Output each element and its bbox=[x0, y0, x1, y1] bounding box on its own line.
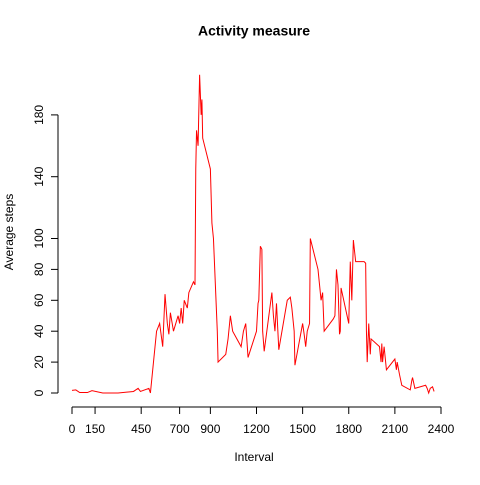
x-tick-label: 2100 bbox=[382, 422, 409, 436]
y-tick-label: 100 bbox=[32, 228, 46, 248]
x-tick-label: 450 bbox=[131, 422, 151, 436]
y-tick-label: 40 bbox=[32, 324, 46, 338]
y-axis-label: Average steps bbox=[2, 194, 16, 271]
y-tick-label: 140 bbox=[32, 166, 46, 186]
x-tick-label: 900 bbox=[200, 422, 220, 436]
y-tick-label: 180 bbox=[32, 105, 46, 125]
x-axis-label: Interval bbox=[234, 450, 273, 464]
x-tick-label: 700 bbox=[170, 422, 190, 436]
x-tick-label: 150 bbox=[85, 422, 105, 436]
x-tick-label: 1500 bbox=[289, 422, 316, 436]
y-tick-label: 80 bbox=[32, 262, 46, 276]
chart-title: Activity measure bbox=[198, 23, 310, 39]
y-tick-label: 60 bbox=[32, 293, 46, 307]
x-tick-label: 0 bbox=[69, 422, 76, 436]
x-tick-label: 1200 bbox=[243, 422, 270, 436]
x-tick-label: 1800 bbox=[335, 422, 362, 436]
y-tick-label: 0 bbox=[32, 389, 46, 396]
data-line bbox=[71, 74, 435, 395]
y-tick-label: 20 bbox=[32, 355, 46, 369]
x-tick-label: 2400 bbox=[428, 422, 455, 436]
